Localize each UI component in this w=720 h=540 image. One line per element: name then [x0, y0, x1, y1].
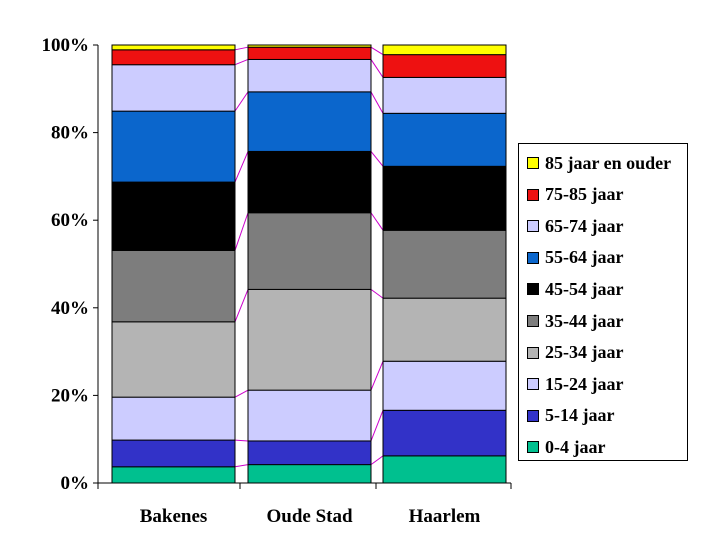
bar-segment	[382, 229, 507, 299]
legend-label: 55-64 jaar	[545, 247, 624, 268]
bar-segment	[382, 112, 507, 167]
bar-segment	[111, 110, 236, 183]
legend: 85 jaar en ouder 75-85 jaar 65-74 jaar 55-6…	[518, 143, 688, 461]
bar-segment	[382, 76, 507, 114]
legend-label: 35-44 jaar	[545, 310, 624, 331]
y-tick-label: 40%	[51, 298, 89, 319]
bar-segment	[111, 49, 236, 66]
bar-segment	[111, 396, 236, 441]
bar-segment	[247, 288, 372, 391]
legend-label: 25-34 jaar	[545, 342, 624, 363]
bar-segment	[111, 249, 236, 323]
legend-item: 15-24 jaar	[527, 373, 623, 395]
legend-item: 65-74 jaar	[527, 215, 623, 237]
legend-item: 35-44 jaar	[527, 310, 623, 332]
legend-swatch	[527, 378, 539, 391]
y-tick-label: 100%	[42, 35, 90, 56]
series-connector-line	[234, 289, 249, 323]
series-connector-line	[370, 151, 384, 167]
bar-segment	[247, 46, 372, 60]
bar-segment	[382, 455, 507, 484]
legend-swatch	[527, 283, 539, 296]
series-connector-line	[234, 212, 249, 251]
bar-segment	[111, 181, 236, 251]
series-connector-line	[234, 439, 249, 442]
bar-segment	[382, 44, 507, 56]
category-label: Oude Stad	[266, 506, 352, 527]
series-connector-line	[370, 91, 384, 114]
bar-segment	[247, 91, 372, 152]
series-connector-line	[234, 151, 249, 183]
legend-swatch	[527, 346, 539, 359]
series-connector-line	[370, 289, 384, 299]
legend-label: 85 jaar en ouder	[545, 152, 672, 173]
legend-label: 65-74 jaar	[545, 215, 624, 236]
legend-swatch	[527, 315, 539, 327]
bar-segment	[382, 54, 507, 78]
bar-segment	[247, 150, 372, 214]
legend-swatch	[527, 157, 539, 169]
series-connector-line	[234, 46, 249, 51]
legend-label: 15-24 jaar	[545, 373, 624, 394]
bar-segment	[247, 212, 372, 290]
series-connector-line	[370, 59, 384, 78]
legend-swatch	[527, 441, 539, 454]
bar-segment	[111, 466, 236, 484]
series-connector-line	[234, 464, 249, 468]
series-connector-line	[370, 455, 384, 466]
bar-segment	[111, 44, 236, 51]
legend-item: 75-85 jaar	[527, 184, 623, 206]
bar-segment	[247, 440, 372, 466]
bar-segment	[382, 297, 507, 362]
series-connector-line	[370, 410, 384, 442]
series-connector-line	[234, 91, 249, 112]
legend-swatch	[527, 251, 539, 264]
bar-segment	[382, 360, 507, 411]
legend-label: 0-4 jaar	[545, 436, 606, 457]
legend-label: 5-14 jaar	[545, 405, 615, 426]
series-connector-line	[370, 212, 384, 231]
legend-item: 5-14 jaar	[527, 405, 614, 427]
series-connector-line	[370, 46, 384, 56]
bar-segment	[382, 409, 507, 457]
legend-item: 0-4 jaar	[527, 436, 605, 458]
legend-swatch	[527, 220, 539, 233]
bar-segment	[247, 44, 372, 48]
legend-item: 25-34 jaar	[527, 342, 623, 364]
legend-item: 45-54 jaar	[527, 278, 623, 300]
y-tick-label: 20%	[51, 385, 89, 406]
bar-segment	[247, 464, 372, 484]
legend-item: 55-64 jaar	[527, 247, 623, 269]
y-tick-label: 0%	[61, 473, 90, 494]
series-connector-line	[234, 389, 249, 398]
bar-segment	[111, 439, 236, 468]
bar-segment	[247, 389, 372, 442]
category-label: Bakenes	[140, 506, 208, 527]
series-connector-line	[234, 58, 249, 66]
bar-segment	[111, 64, 236, 112]
bar-segment	[247, 58, 372, 93]
legend-item: 85 jaar en ouder	[527, 152, 671, 174]
y-tick-label: 60%	[51, 210, 89, 231]
bar-segment	[111, 321, 236, 398]
y-tick-label: 80%	[51, 123, 89, 144]
legend-swatch	[527, 409, 539, 422]
legend-label: 45-54 jaar	[545, 278, 624, 299]
bar-segment	[382, 165, 507, 231]
category-label: Haarlem	[409, 506, 481, 527]
legend-swatch	[527, 188, 539, 201]
legend-label: 75-85 jaar	[545, 184, 624, 205]
series-connector-line	[370, 361, 384, 391]
